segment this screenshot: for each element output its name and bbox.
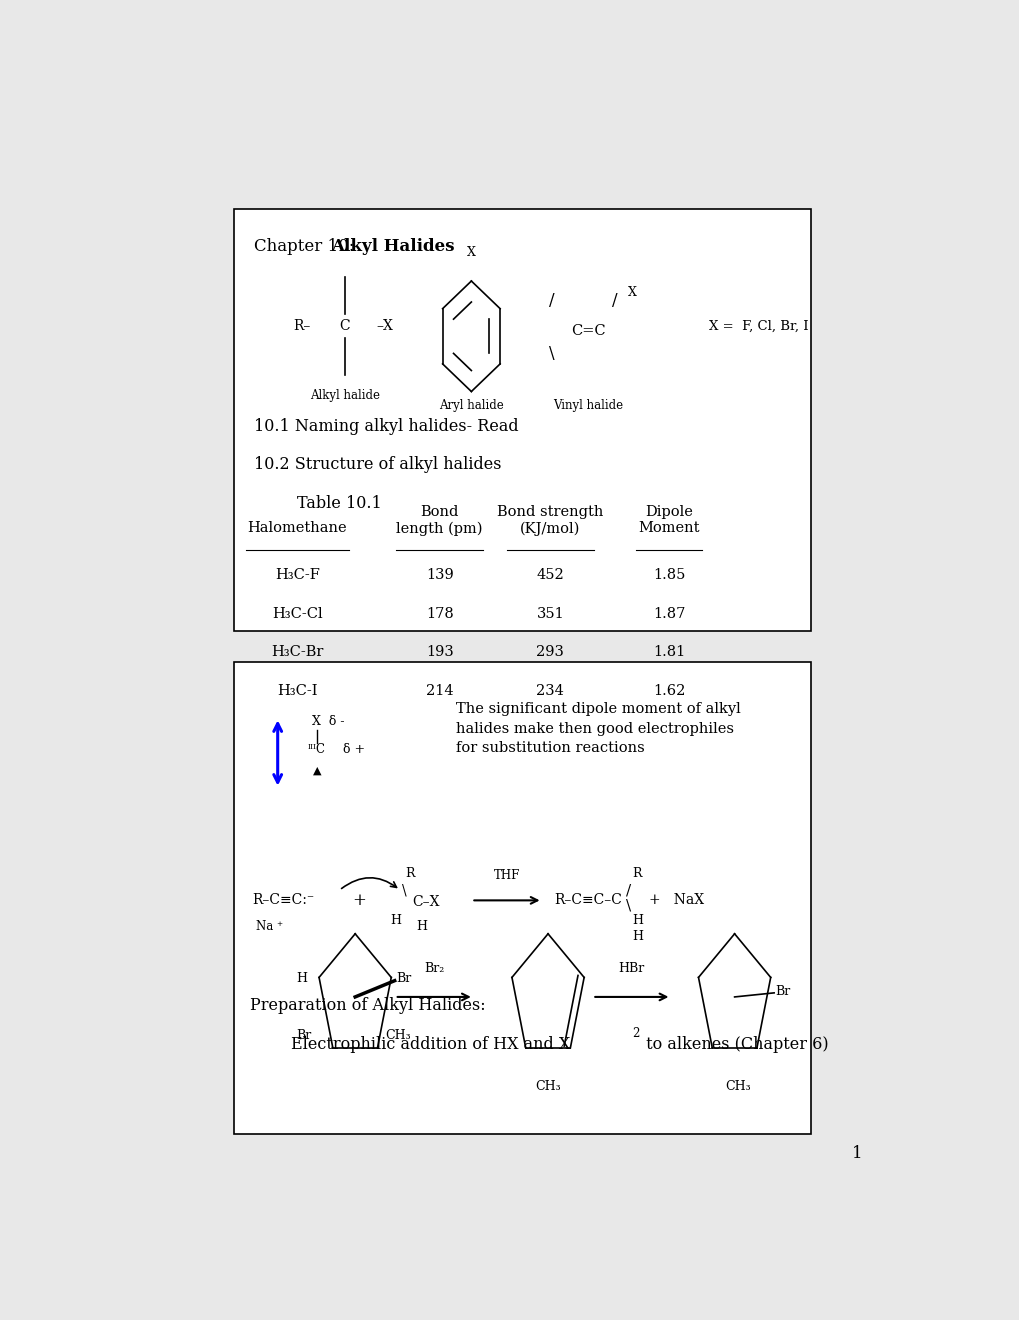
Text: The significant dipole moment of alkyl
halides make then good electrophiles
for : The significant dipole moment of alkyl h… xyxy=(455,702,740,755)
Text: Dipole: Dipole xyxy=(644,506,692,519)
Text: H: H xyxy=(631,915,642,927)
Text: ▲: ▲ xyxy=(313,766,321,775)
Text: THF: THF xyxy=(493,869,520,882)
Text: Moment: Moment xyxy=(638,521,699,535)
Text: X: X xyxy=(628,286,636,300)
Text: 293: 293 xyxy=(536,645,564,659)
Text: 193: 193 xyxy=(426,645,453,659)
Text: 10.2 Structure of alkyl halides: 10.2 Structure of alkyl halides xyxy=(254,457,501,473)
FancyBboxPatch shape xyxy=(234,661,810,1134)
Text: H: H xyxy=(297,972,308,985)
Text: Br: Br xyxy=(775,985,790,998)
Text: R–: R– xyxy=(293,319,311,333)
Text: /: / xyxy=(611,292,618,309)
Text: C: C xyxy=(339,319,350,333)
Text: 1.87: 1.87 xyxy=(652,607,685,620)
Text: Alkyl Halides: Alkyl Halides xyxy=(331,238,454,255)
Text: \: \ xyxy=(548,345,554,362)
Text: H: H xyxy=(389,915,400,927)
Text: H₃C-Br: H₃C-Br xyxy=(271,645,323,659)
Text: 1.81: 1.81 xyxy=(652,645,685,659)
Text: Chapter 10:: Chapter 10: xyxy=(254,238,360,255)
Text: CH₃: CH₃ xyxy=(535,1080,560,1093)
Text: Table 10.1: Table 10.1 xyxy=(298,495,382,512)
Text: C=C: C=C xyxy=(571,325,605,338)
Text: Aryl halide: Aryl halide xyxy=(438,399,503,412)
Text: 1: 1 xyxy=(851,1144,862,1162)
Text: /: / xyxy=(548,292,554,309)
Text: X: X xyxy=(467,246,475,259)
Text: 139: 139 xyxy=(426,568,453,582)
Text: 351: 351 xyxy=(536,607,564,620)
Text: HBr: HBr xyxy=(619,962,644,975)
Text: CH₃: CH₃ xyxy=(385,1030,411,1041)
Text: Na ⁺: Na ⁺ xyxy=(256,920,282,933)
Text: H: H xyxy=(416,920,427,933)
Text: Bond: Bond xyxy=(420,506,459,519)
Text: 1.85: 1.85 xyxy=(652,568,685,582)
Text: Br₂: Br₂ xyxy=(424,962,444,975)
Text: (KJ/mol): (KJ/mol) xyxy=(520,521,580,536)
Text: R–C≡C–C: R–C≡C–C xyxy=(554,894,622,907)
Text: R: R xyxy=(631,867,641,880)
Text: R: R xyxy=(406,867,415,880)
Text: +: + xyxy=(352,892,366,909)
Text: H₃C-I: H₃C-I xyxy=(277,684,317,698)
Text: \: \ xyxy=(626,899,631,912)
Text: Preparation of Alkyl Halides:: Preparation of Alkyl Halides: xyxy=(250,997,485,1014)
Text: Br: Br xyxy=(395,972,411,985)
Text: 452: 452 xyxy=(536,568,564,582)
Text: to alkenes (Chapter 6): to alkenes (Chapter 6) xyxy=(641,1036,828,1052)
Text: +   NaX: + NaX xyxy=(649,894,704,907)
FancyBboxPatch shape xyxy=(234,210,810,631)
Text: length (pm): length (pm) xyxy=(396,521,483,536)
Text: H₃C-Cl: H₃C-Cl xyxy=(272,607,322,620)
Text: δ +: δ + xyxy=(335,743,365,756)
Text: Alkyl halide: Alkyl halide xyxy=(310,389,379,403)
Text: CH₃: CH₃ xyxy=(726,1080,751,1093)
Text: Br: Br xyxy=(297,1030,312,1041)
Text: X =  F, Cl, Br, I: X = F, Cl, Br, I xyxy=(708,319,807,333)
Text: 2: 2 xyxy=(631,1027,639,1040)
Text: –X: –X xyxy=(376,319,393,333)
Text: X  δ -: X δ - xyxy=(312,715,343,729)
Text: 1.62: 1.62 xyxy=(652,684,685,698)
Text: 178: 178 xyxy=(426,607,453,620)
Text: Electrophilic addition of HX and X: Electrophilic addition of HX and X xyxy=(250,1036,570,1052)
Text: Halomethane: Halomethane xyxy=(248,521,346,535)
Text: C–X: C–X xyxy=(412,895,439,909)
Text: 10.1 Naming alkyl halides- Read: 10.1 Naming alkyl halides- Read xyxy=(254,417,518,434)
Text: Bond strength: Bond strength xyxy=(496,506,603,519)
Text: H: H xyxy=(631,931,642,944)
Text: H₃C-F: H₃C-F xyxy=(275,568,320,582)
Text: 214: 214 xyxy=(426,684,453,698)
Text: R–C≡C:⁻: R–C≡C:⁻ xyxy=(252,894,314,907)
Text: /: / xyxy=(626,883,631,898)
Text: ᴵᴵᴵC: ᴵᴵᴵC xyxy=(308,743,325,756)
Text: 234: 234 xyxy=(536,684,564,698)
Text: \: \ xyxy=(401,883,407,898)
Text: Vinyl halide: Vinyl halide xyxy=(552,399,623,412)
